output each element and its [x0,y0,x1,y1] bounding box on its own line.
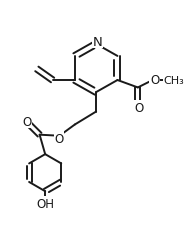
Text: O: O [22,116,31,128]
Text: O: O [150,73,159,86]
Text: O: O [134,102,143,114]
Text: OH: OH [36,197,54,210]
Text: O: O [54,132,64,145]
Text: N: N [93,36,103,49]
Text: CH₃: CH₃ [164,75,185,85]
